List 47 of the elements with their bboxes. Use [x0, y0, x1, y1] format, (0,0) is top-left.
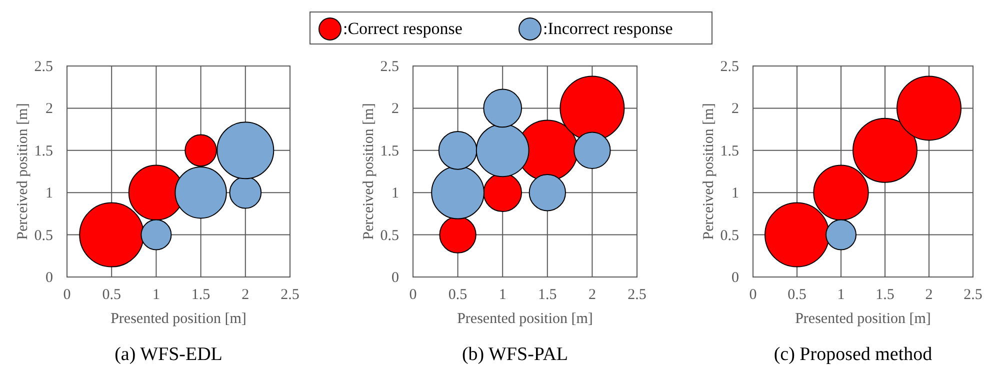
- y-tick-label: 0.5: [720, 228, 739, 244]
- y-tick-label: 2.5: [380, 59, 399, 75]
- y-tick-label: 2: [732, 101, 739, 118]
- y-tick-label: 1.5: [380, 143, 399, 160]
- y-axis-title: Perceived position [m]: [361, 103, 377, 240]
- y-tick-label: 1: [392, 186, 399, 202]
- legend-label: :Incorrect response: [543, 19, 673, 38]
- x-tick-label: 0.5: [448, 287, 468, 303]
- y-tick-label: 2.5: [34, 59, 53, 75]
- x-tick-label: 0: [63, 287, 71, 303]
- x-tick-label: 1.5: [191, 287, 210, 303]
- y-tick-label: 0.5: [34, 228, 53, 244]
- x-tick-label: 2.5: [280, 287, 300, 303]
- x-tick-label: 2: [925, 287, 933, 303]
- x-tick-label: 2: [588, 287, 596, 303]
- x-tick-label: 1: [152, 287, 160, 303]
- y-tick-label: 0: [732, 270, 739, 286]
- y-tick-label: 0: [392, 270, 399, 286]
- x-tick-label: 0: [749, 287, 757, 303]
- text: (a) WFS-EDL: [114, 344, 222, 365]
- y-tick-label: 1: [46, 186, 53, 202]
- y-tick-label: 2: [392, 101, 399, 118]
- x-tick-label: 0: [409, 287, 417, 303]
- y-axis-title: Perceived position [m]: [701, 103, 717, 240]
- x-axis-title: Presented position [m]: [457, 311, 593, 327]
- y-tick-label: 2: [46, 101, 53, 118]
- x-tick-label: 1.5: [538, 287, 557, 303]
- x-tick-label: 2: [242, 287, 250, 303]
- x-tick-label: 2.5: [964, 287, 982, 303]
- y-tick-label: 1: [732, 186, 739, 202]
- y-tick-label: 1.5: [34, 143, 53, 160]
- text: (b) WFS-PAL: [462, 344, 568, 365]
- x-tick-label: 1: [498, 287, 506, 303]
- legend-label: :Correct response: [343, 19, 462, 38]
- y-tick-label: 0.5: [380, 228, 399, 244]
- y-axis-title: Perceived position [m]: [15, 103, 31, 240]
- x-tick-label: 1: [837, 287, 845, 303]
- y-tick-label: 1.5: [720, 143, 739, 160]
- x-tick-label: 0.5: [788, 287, 806, 303]
- y-tick-label: 2.5: [720, 59, 739, 75]
- x-tick-label: 1.5: [876, 287, 894, 303]
- text: (c) Proposed method: [774, 344, 933, 365]
- x-tick-label: 0.5: [102, 287, 121, 303]
- y-tick-label: 0: [46, 270, 53, 286]
- x-axis-title: Presented position [m]: [110, 311, 246, 327]
- x-tick-label: 2.5: [628, 287, 646, 303]
- x-axis-title: Presented position [m]: [795, 311, 931, 327]
